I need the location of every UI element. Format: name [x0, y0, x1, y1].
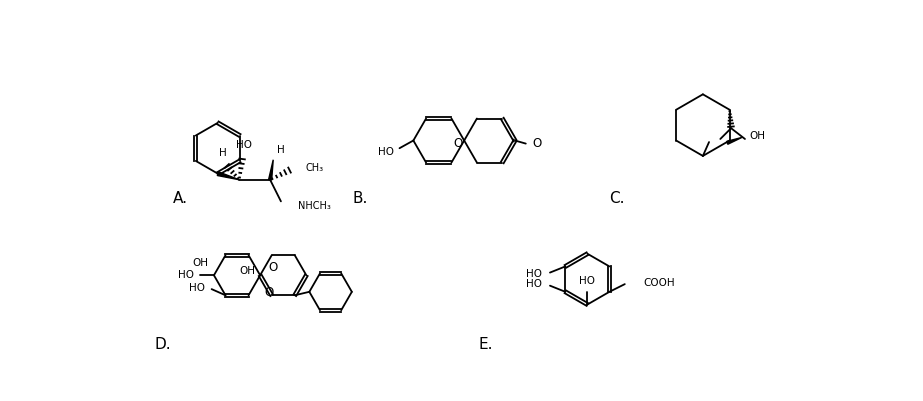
- Text: OH: OH: [239, 266, 255, 276]
- Text: HO: HO: [189, 283, 206, 293]
- Text: OH: OH: [193, 258, 209, 268]
- Text: HO: HO: [526, 269, 543, 279]
- Text: H: H: [277, 145, 285, 155]
- Text: B.: B.: [353, 191, 368, 206]
- Text: HO: HO: [178, 270, 194, 280]
- Text: A.: A.: [174, 191, 188, 206]
- Text: D.: D.: [155, 337, 172, 352]
- Text: O: O: [269, 261, 278, 274]
- Text: OH: OH: [749, 131, 765, 141]
- Text: O: O: [532, 137, 541, 150]
- Text: HO: HO: [580, 276, 595, 286]
- Text: HO: HO: [236, 140, 252, 150]
- Text: HO: HO: [378, 147, 394, 157]
- Text: COOH: COOH: [643, 277, 675, 288]
- Polygon shape: [726, 138, 742, 144]
- Text: H: H: [219, 148, 226, 158]
- Polygon shape: [217, 172, 239, 180]
- Polygon shape: [269, 160, 273, 180]
- Text: CH₃: CH₃: [306, 163, 324, 173]
- Text: HO: HO: [526, 279, 543, 289]
- Text: C.: C.: [609, 191, 625, 206]
- Text: NHCH₃: NHCH₃: [298, 201, 330, 211]
- Text: O: O: [453, 137, 462, 150]
- Text: O: O: [265, 286, 274, 299]
- Text: E.: E.: [478, 337, 493, 352]
